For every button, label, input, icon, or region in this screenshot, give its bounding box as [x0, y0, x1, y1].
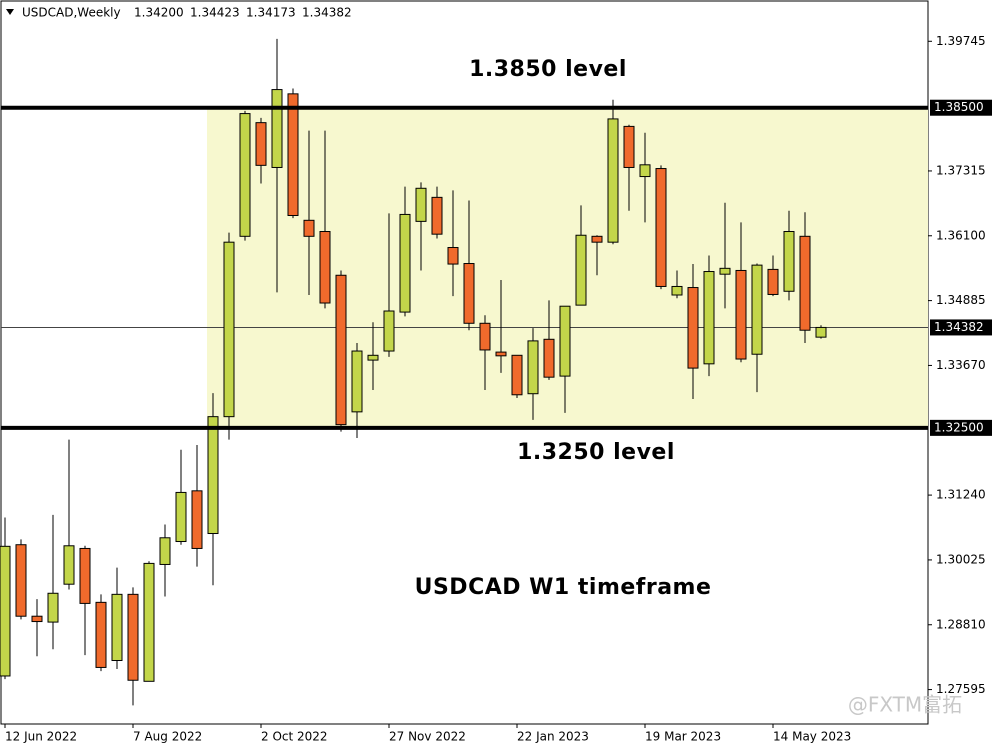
candle-body [159, 537, 171, 565]
candle-body [463, 263, 475, 324]
candle-body [591, 235, 603, 243]
x-tick-label: 2 Oct 2022 [261, 730, 328, 744]
x-tick-label: 12 Jun 2022 [5, 730, 77, 744]
y-tick-label: 1.30025 [936, 552, 986, 566]
candle-body [143, 562, 155, 682]
candle-body [815, 326, 827, 338]
candle-body [47, 592, 59, 623]
annotation: USDCAD W1 timeframe [415, 575, 712, 600]
candle-body [319, 231, 331, 304]
header-arrow [6, 9, 14, 15]
range-zone [207, 107, 928, 428]
candle-body [223, 241, 235, 418]
x-tick-label: 22 Jan 2023 [517, 730, 589, 744]
y-tick-label: 1.28810 [936, 617, 986, 631]
candle-body [367, 354, 379, 361]
y-tick-label: 1.39745 [936, 34, 986, 48]
candle-body [63, 545, 75, 585]
y-tick-label: 1.31240 [936, 488, 986, 502]
candle-body [15, 544, 27, 617]
candle-body [687, 287, 699, 369]
candle-body [191, 490, 203, 549]
candle-body [271, 89, 283, 168]
candle-body [639, 164, 651, 178]
candle-body [559, 305, 571, 377]
candle-body [287, 93, 299, 216]
y-tick-label: 1.34885 [936, 293, 986, 307]
candle-body [335, 274, 347, 426]
candle-body [671, 285, 683, 296]
candle-body [543, 338, 555, 378]
candle-body [303, 219, 315, 237]
candle-body [511, 354, 523, 396]
price-label-bg [930, 319, 992, 336]
candle-body [111, 593, 123, 662]
symbol: USDCAD,Weekly [22, 6, 121, 20]
candle-body [735, 269, 747, 360]
candle-body [95, 601, 107, 668]
candle-body [799, 235, 811, 331]
y-tick-label: 1.36100 [936, 228, 986, 242]
ohlc-open: 1.34200 [134, 6, 184, 20]
candle-body [255, 122, 267, 166]
candle-body [479, 322, 491, 351]
candle-body [575, 234, 587, 306]
level-label-bg [930, 99, 992, 116]
y-tick-label: 1.37315 [936, 163, 986, 177]
candle-body [399, 213, 411, 313]
ohlc-close: 1.34382 [302, 6, 352, 20]
candle-body [607, 118, 619, 243]
level-annotation: 1.3250 level [517, 440, 675, 465]
candle-body [383, 310, 395, 352]
x-tick-label: 27 Nov 2022 [389, 730, 466, 744]
candle-body [0, 545, 11, 677]
candle-body [719, 267, 731, 275]
level-annotation: 1.3850 level [469, 57, 627, 82]
candle-body [351, 350, 363, 413]
candle-body [783, 231, 795, 292]
candle-body [431, 196, 443, 235]
candle-body [207, 416, 219, 535]
y-tick-label: 1.27595 [936, 682, 986, 696]
candle-body [175, 491, 187, 543]
candle-body [703, 271, 715, 365]
price-label: 1.34382 [934, 320, 984, 334]
x-tick-label: 14 May 2023 [773, 730, 851, 744]
candle-body [655, 168, 667, 287]
ohlc-low: 1.34173 [246, 6, 296, 20]
ohlc-high: 1.34423 [190, 6, 240, 20]
candle-body [623, 125, 635, 168]
candle-body [31, 615, 43, 623]
candle-body [239, 113, 251, 237]
candle-body [751, 264, 763, 355]
candle-body [127, 593, 139, 681]
level-label-bg [930, 419, 992, 436]
level-label: 1.32500 [934, 420, 984, 434]
level-label: 1.38500 [934, 100, 984, 114]
candle-body [415, 187, 427, 222]
watermark: @FXTM富拓 [848, 693, 962, 717]
candle-body [447, 247, 459, 265]
candle-body [79, 547, 91, 604]
candle-body [527, 340, 539, 395]
x-tick-label: 7 Aug 2022 [133, 730, 202, 744]
y-tick-label: 1.33670 [936, 358, 986, 372]
candle-body [495, 351, 507, 357]
candle-body [767, 268, 779, 295]
x-tick-label: 19 Mar 2023 [645, 730, 721, 744]
